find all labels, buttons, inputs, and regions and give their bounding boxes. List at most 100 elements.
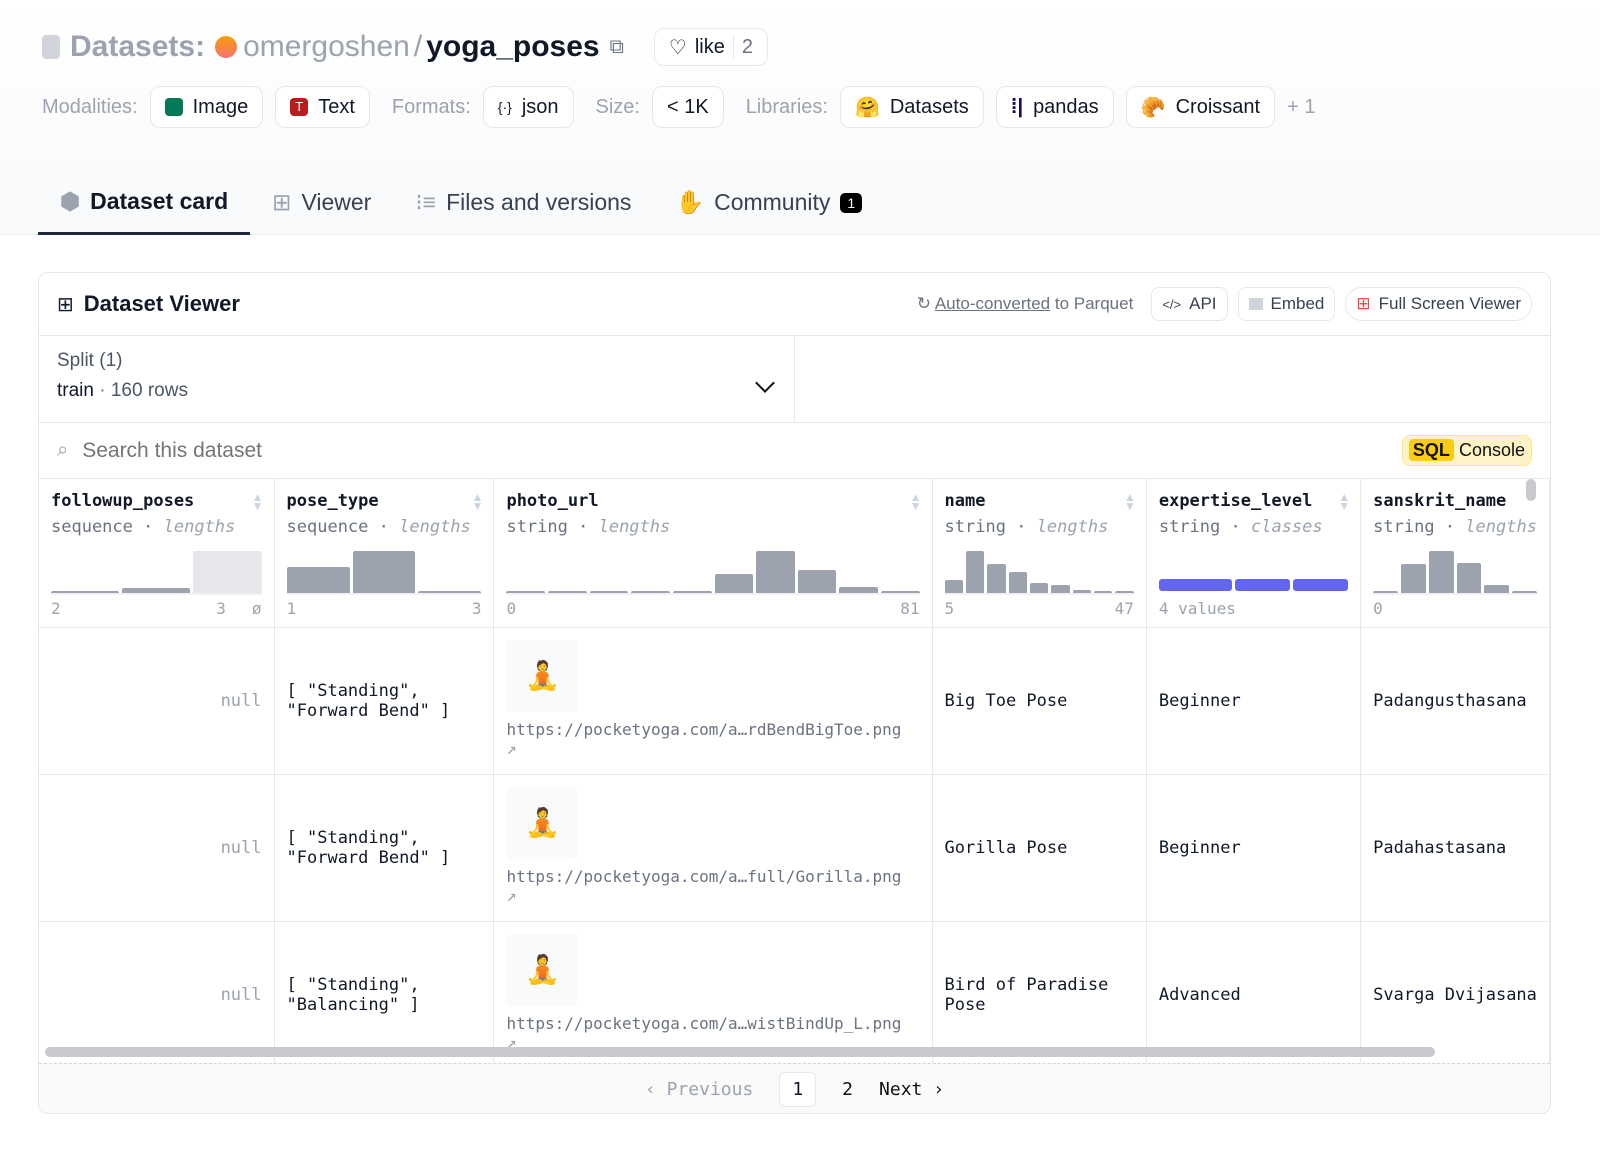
like-count: 2: [732, 35, 753, 59]
class-bar[interactable]: [1293, 579, 1349, 591]
pose-thumbnail[interactable]: 🧘: [506, 933, 579, 1006]
column-header-expertise-level[interactable]: expertise_level string · classes ▲ ▼ 4 val…: [1146, 479, 1362, 628]
histogram-bar[interactable]: [286, 566, 350, 593]
histogram-bar[interactable]: [987, 564, 1006, 593]
tab-viewer[interactable]: ⊞ Viewer: [250, 170, 393, 235]
tag-croissant[interactable]: 🥐 Croissant: [1125, 86, 1276, 128]
histogram: [286, 551, 482, 595]
histogram-bar[interactable]: [1094, 590, 1113, 593]
sort-icon[interactable]: ▲ ▼: [909, 490, 922, 513]
histogram-bar[interactable]: [1373, 590, 1398, 593]
like-button[interactable]: ♡ like 2: [653, 28, 768, 66]
class-bar[interactable]: [1158, 579, 1233, 591]
histogram-bar[interactable]: [631, 591, 670, 593]
horizontal-scrollbar[interactable]: [45, 1047, 1435, 1057]
column-name: pose_type: [286, 491, 379, 511]
range-max: 3: [471, 599, 482, 618]
histogram-bar[interactable]: [880, 590, 920, 593]
database-icon: [42, 35, 60, 59]
histogram-bar[interactable]: [1029, 582, 1049, 593]
tag-json[interactable]: {·} json: [482, 86, 574, 128]
embed-button[interactable]: Embed: [1237, 287, 1336, 321]
vertical-scrollbar[interactable]: [1526, 479, 1536, 501]
histogram-bar[interactable]: [193, 551, 262, 593]
histogram-bar[interactable]: [797, 569, 837, 593]
histogram-bar[interactable]: [944, 580, 963, 593]
tag-datasets[interactable]: 🤗 Datasets: [839, 86, 984, 128]
pose-thumbnail[interactable]: 🧘: [506, 639, 579, 712]
histogram-bar[interactable]: [418, 590, 482, 593]
column-header-name[interactable]: name string · lengths ▲ ▼ 5 47: [932, 479, 1147, 628]
external-link-icon[interactable]: ↗: [506, 738, 517, 759]
sort-icon[interactable]: ▲ ▼: [251, 490, 264, 513]
page-1[interactable]: 1: [779, 1072, 817, 1107]
column-header-pose-type[interactable]: pose_type sequence · lengths ▲ ▼ 1 3: [274, 479, 495, 628]
external-link-icon[interactable]: ↗: [506, 1032, 517, 1053]
tag-pandas[interactable]: ⁞| pandas: [995, 86, 1114, 128]
pose-thumbnail[interactable]: 🧘: [506, 786, 579, 859]
external-link-icon[interactable]: ↗: [506, 885, 517, 906]
histogram-bar[interactable]: [1428, 551, 1454, 593]
tab-community[interactable]: ✋ Community 1: [653, 170, 884, 235]
histogram-bar[interactable]: [548, 591, 587, 593]
search-input[interactable]: [82, 438, 1388, 463]
more-tags[interactable]: + 1: [1287, 95, 1316, 118]
table-row[interactable]: null [ "Standing", "Balancing" ] 🧘 https:/…: [39, 921, 1550, 1069]
page-2[interactable]: 2: [842, 1079, 854, 1100]
photo-url[interactable]: https://pocketyoga.com/a…full/Gorilla.pn…: [506, 866, 902, 886]
histogram-bar[interactable]: [122, 587, 191, 593]
column-header-sanskrit-name[interactable]: sanskrit_name string · lengths 0: [1360, 479, 1550, 628]
tab-files[interactable]: ⁝≡ Files and versions: [393, 170, 653, 235]
sort-icon[interactable]: ▲ ▼: [1123, 490, 1136, 513]
tag-image[interactable]: Image: [149, 86, 264, 128]
sql-console-button[interactable]: SQL Console: [1401, 435, 1532, 466]
histogram-bar[interactable]: [1512, 590, 1538, 593]
histogram-bar[interactable]: [1484, 584, 1510, 593]
copy-icon[interactable]: ⧉: [609, 35, 624, 58]
sort-icon[interactable]: ▲ ▼: [1338, 490, 1351, 513]
histogram-bar[interactable]: [352, 551, 416, 593]
histogram-bar[interactable]: [1115, 590, 1134, 593]
owner-link[interactable]: omergoshen: [243, 30, 410, 63]
photo-url[interactable]: https://pocketyoga.com/a…rdBendBigToe.pn…: [506, 719, 902, 739]
previous-button[interactable]: ‹ Previous: [644, 1079, 754, 1100]
tag-label: Text: [318, 95, 355, 118]
wave-hand-icon: ✋: [675, 189, 705, 215]
tag-text[interactable]: T Text: [275, 86, 370, 128]
histogram-bar[interactable]: [1400, 563, 1426, 593]
section-label[interactable]: Datasets:: [70, 30, 206, 63]
histogram-bar[interactable]: [589, 591, 629, 593]
tag-size[interactable]: < 1K: [651, 86, 724, 128]
tab-label: Dataset card: [90, 187, 229, 214]
histogram-bar[interactable]: [506, 590, 546, 593]
histogram-bar[interactable]: [839, 586, 878, 593]
next-button[interactable]: Next ›: [879, 1079, 945, 1100]
tag-label: Datasets: [889, 95, 969, 118]
fullscreen-button[interactable]: ⊞ Full Screen Viewer: [1345, 287, 1532, 321]
repo-name[interactable]: yoga_poses: [426, 30, 600, 63]
histogram-bar[interactable]: [1072, 589, 1092, 593]
column-header-photo-url[interactable]: photo_url string · lengths ▲ ▼ 0 81: [493, 479, 933, 628]
histogram-bar[interactable]: [965, 551, 985, 593]
histogram-bar[interactable]: [1456, 562, 1482, 593]
tab-dataset-card[interactable]: ⬢ Dataset card: [38, 170, 251, 235]
column-header-followup-poses[interactable]: followup_poses sequence · lengths ▲ ▼ 2 3 ø: [39, 479, 275, 628]
api-button[interactable]: </> API: [1151, 287, 1228, 321]
split-selector[interactable]: Split (1) train · 160 rows: [39, 336, 795, 422]
sort-icon[interactable]: ▲ ▼: [471, 490, 484, 513]
histogram-bar[interactable]: [672, 591, 712, 593]
pose-type-cell: [ "Standing", "Balancing" ]: [274, 921, 495, 1069]
histogram-bar[interactable]: [1051, 584, 1070, 593]
table-row[interactable]: null [ "Standing", "Forward Bend" ] 🧘 http…: [39, 774, 1550, 922]
class-bar[interactable]: [1235, 579, 1291, 591]
table-row[interactable]: null [ "Standing", "Forward Bend" ] 🧘 http…: [39, 627, 1550, 775]
histogram-bar[interactable]: [756, 551, 795, 593]
histogram-bar[interactable]: [51, 590, 120, 593]
histogram-bar[interactable]: [1008, 572, 1027, 593]
auto-converted-link[interactable]: Auto-converted: [934, 294, 1051, 313]
column-name: photo_url: [506, 491, 599, 511]
histogram-bar[interactable]: [714, 574, 754, 593]
stat-label: classes: [1250, 517, 1323, 537]
photo-url[interactable]: https://pocketyoga.com/a…wistBindUp_L.pn…: [506, 1013, 902, 1033]
hugging-face-icon: 🤗: [854, 96, 880, 119]
